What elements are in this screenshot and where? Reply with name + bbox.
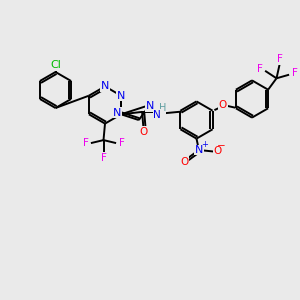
Text: O: O [213, 146, 222, 157]
Text: O: O [139, 127, 147, 137]
Text: N: N [195, 145, 203, 155]
Text: F: F [292, 68, 298, 78]
Text: F: F [257, 64, 262, 74]
Text: N: N [117, 91, 125, 101]
Text: F: F [82, 138, 88, 148]
Text: N: N [146, 101, 154, 112]
Text: F: F [118, 138, 124, 148]
Text: O: O [180, 157, 189, 167]
Text: Cl: Cl [50, 60, 61, 70]
Text: F: F [277, 54, 283, 64]
Text: O: O [219, 100, 227, 110]
Text: N: N [113, 108, 122, 118]
Text: N: N [101, 81, 109, 92]
Text: +: + [201, 140, 208, 149]
Text: N: N [153, 110, 161, 120]
Text: F: F [100, 153, 106, 163]
Text: H: H [158, 103, 166, 113]
Text: −: − [217, 141, 226, 151]
